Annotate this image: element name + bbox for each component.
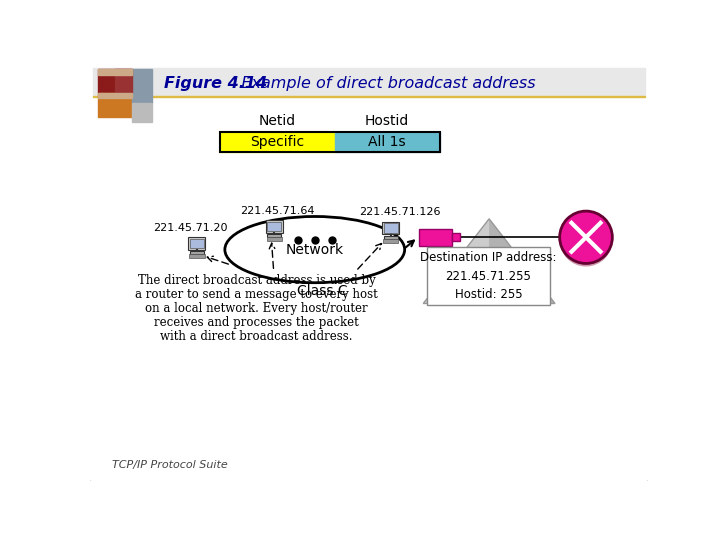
Bar [335, 132, 439, 152]
FancyBboxPatch shape [89, 63, 649, 482]
Text: Hostid: Hostid [365, 114, 410, 128]
Bar [267, 234, 282, 237]
Bar [190, 239, 204, 248]
Bar [220, 132, 335, 152]
Bar [98, 92, 132, 117]
Text: 221.45.71.255: 221.45.71.255 [446, 269, 531, 282]
Text: TCP/IP Protocol Suite: TCP/IP Protocol Suite [112, 460, 228, 470]
Text: 221.45.71.126: 221.45.71.126 [359, 207, 441, 217]
Bar [266, 237, 282, 241]
Bar [382, 222, 399, 234]
Text: with a direct broadcast address.: with a direct broadcast address. [161, 330, 353, 343]
Text: on a local network. Every host/router: on a local network. Every host/router [145, 302, 368, 315]
Bar [98, 70, 132, 92]
Text: a router to send a message to every host: a router to send a message to every host [135, 288, 378, 301]
Bar [384, 236, 397, 239]
Bar [132, 70, 152, 103]
Bar [114, 70, 132, 92]
Circle shape [559, 211, 612, 264]
Text: Figure 4.14: Figure 4.14 [163, 76, 266, 91]
Text: Netid: Netid [259, 114, 296, 128]
Text: Class C: Class C [297, 284, 348, 298]
Bar [452, 233, 459, 241]
Text: receives and processes the packet: receives and processes the packet [154, 316, 359, 329]
Text: Network: Network [286, 242, 344, 256]
Polygon shape [489, 219, 555, 303]
Bar [220, 132, 439, 152]
Bar [93, 96, 645, 97]
Bar [419, 229, 452, 246]
Bar [383, 239, 398, 242]
Circle shape [559, 214, 612, 267]
Text: The direct broadcast address is used by: The direct broadcast address is used by [138, 274, 376, 287]
Text: Destination IP address:: Destination IP address: [420, 251, 557, 264]
Bar [190, 251, 204, 254]
Bar [189, 237, 205, 249]
Text: All 1s: All 1s [369, 135, 406, 149]
Text: 221.45.71.20: 221.45.71.20 [153, 222, 228, 233]
Ellipse shape [225, 217, 405, 283]
Text: Example of direct broadcast address: Example of direct broadcast address [225, 76, 535, 91]
Polygon shape [423, 219, 555, 303]
Text: Hostid: 255: Hostid: 255 [454, 288, 522, 301]
Bar [189, 254, 204, 258]
Bar [266, 220, 283, 233]
Bar [98, 92, 132, 98]
Text: 221.45.71.64: 221.45.71.64 [240, 206, 315, 215]
Bar [384, 224, 397, 233]
Bar [132, 103, 152, 122]
Bar [98, 70, 132, 75]
Bar [267, 222, 282, 231]
Text: Specific: Specific [251, 135, 305, 149]
Bar [427, 247, 549, 305]
Bar [93, 68, 645, 96]
